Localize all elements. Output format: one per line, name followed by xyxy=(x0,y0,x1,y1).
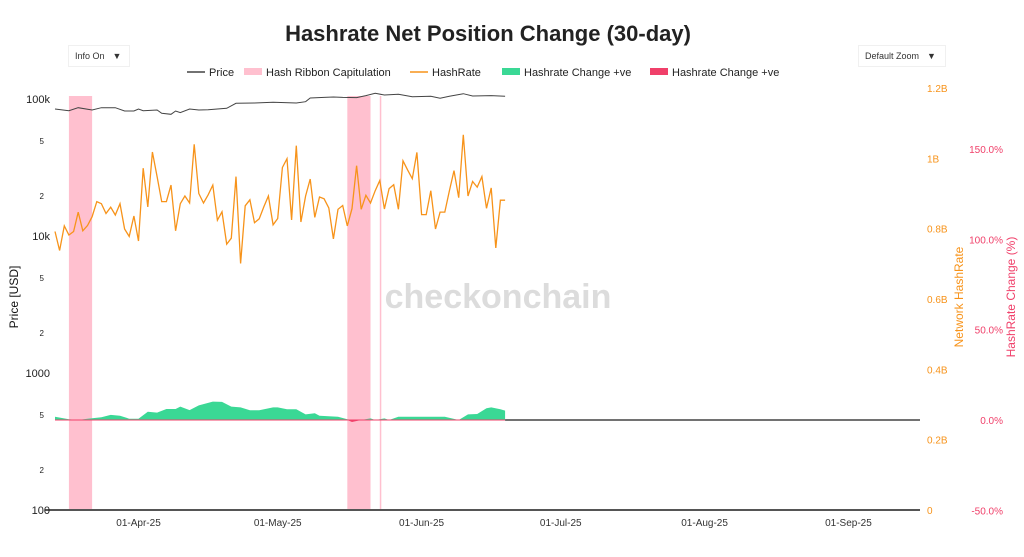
y-left-tick-label: 5 xyxy=(40,274,45,283)
y-right-change-tick-label: 100.0% xyxy=(969,235,1003,246)
y-right-hashrate-tick-label: 0.4B xyxy=(927,365,948,376)
chevron-down-icon: ▼ xyxy=(927,51,936,61)
zoom-dropdown-label: Default Zoom xyxy=(865,51,920,61)
capitulation-band xyxy=(379,96,382,510)
y-left-tick-label: 5 xyxy=(40,411,45,420)
zoom-dropdown[interactable]: Default Zoom ▼ xyxy=(858,45,946,67)
capitulation-band xyxy=(347,96,371,510)
info-dropdown[interactable]: Info On ▼ xyxy=(68,45,130,67)
legend-label: HashRate xyxy=(432,67,481,79)
legend-label: Hashrate Change +ve xyxy=(524,67,631,79)
info-dropdown-label: Info On xyxy=(75,51,105,61)
chart-title: Hashrate Net Position Change (30-day) xyxy=(285,21,691,46)
legend-swatch-rect xyxy=(244,68,262,75)
y-right-change-tick-label: 150.0% xyxy=(969,145,1003,156)
x-tick-label: 01-Jun-25 xyxy=(399,518,444,529)
hashrate-change-positive-area xyxy=(55,401,506,420)
legend-swatch-rect xyxy=(502,68,520,75)
y-right-hashrate-tick-label: 0 xyxy=(927,506,933,517)
y-left-axis-title: Price [USD] xyxy=(7,266,21,329)
y-right-hashrate-tick-label: 0.6B xyxy=(927,295,948,306)
y-left-tick-label: 2 xyxy=(40,192,45,201)
y-right-change-axis-title: HashRate Change (%) xyxy=(1004,237,1018,358)
y-right-hashrate-axis-title: Network HashRate xyxy=(952,246,966,347)
x-tick-label: 01-Apr-25 xyxy=(116,518,161,529)
y-right-change-tick-label: 0.0% xyxy=(980,416,1003,427)
y-right-hashrate-tick-label: 1.2B xyxy=(927,84,948,95)
y-left-tick-label: 10k xyxy=(32,231,50,243)
capitulation-band xyxy=(68,96,93,510)
y-right-change-tick-label: 50.0% xyxy=(975,326,1003,337)
x-tick-label: 01-Jul-25 xyxy=(540,518,582,529)
legend-label: Price xyxy=(209,67,234,79)
chevron-down-icon: ▼ xyxy=(112,51,122,61)
legend-swatch-rect xyxy=(650,68,668,75)
watermark: checkonchain xyxy=(385,278,612,316)
y-left-tick-label: 2 xyxy=(40,329,45,338)
legend-label: Hashrate Change +ve xyxy=(672,67,779,79)
y-left-tick-label: 100 xyxy=(32,505,50,517)
y-left-tick-label: 5 xyxy=(40,137,45,146)
y-left-tick-label: 1000 xyxy=(26,368,50,380)
x-tick-label: 01-Aug-25 xyxy=(681,518,728,529)
y-right-change-tick-label: -50.0% xyxy=(971,506,1003,517)
y-right-hashrate-tick-label: 0.2B xyxy=(927,436,948,447)
y-right-hashrate-tick-label: 1B xyxy=(927,154,940,165)
x-tick-label: 01-Sep-25 xyxy=(825,518,872,529)
hashrate-line xyxy=(54,134,506,264)
y-right-hashrate-tick-label: 0.8B xyxy=(927,225,948,236)
y-left-tick-label: 100k xyxy=(26,94,50,106)
y-left-tick-label: 2 xyxy=(40,466,45,475)
price-line xyxy=(54,92,506,115)
legend-label: Hash Ribbon Capitulation xyxy=(266,67,391,79)
x-tick-label: 01-May-25 xyxy=(254,518,302,529)
